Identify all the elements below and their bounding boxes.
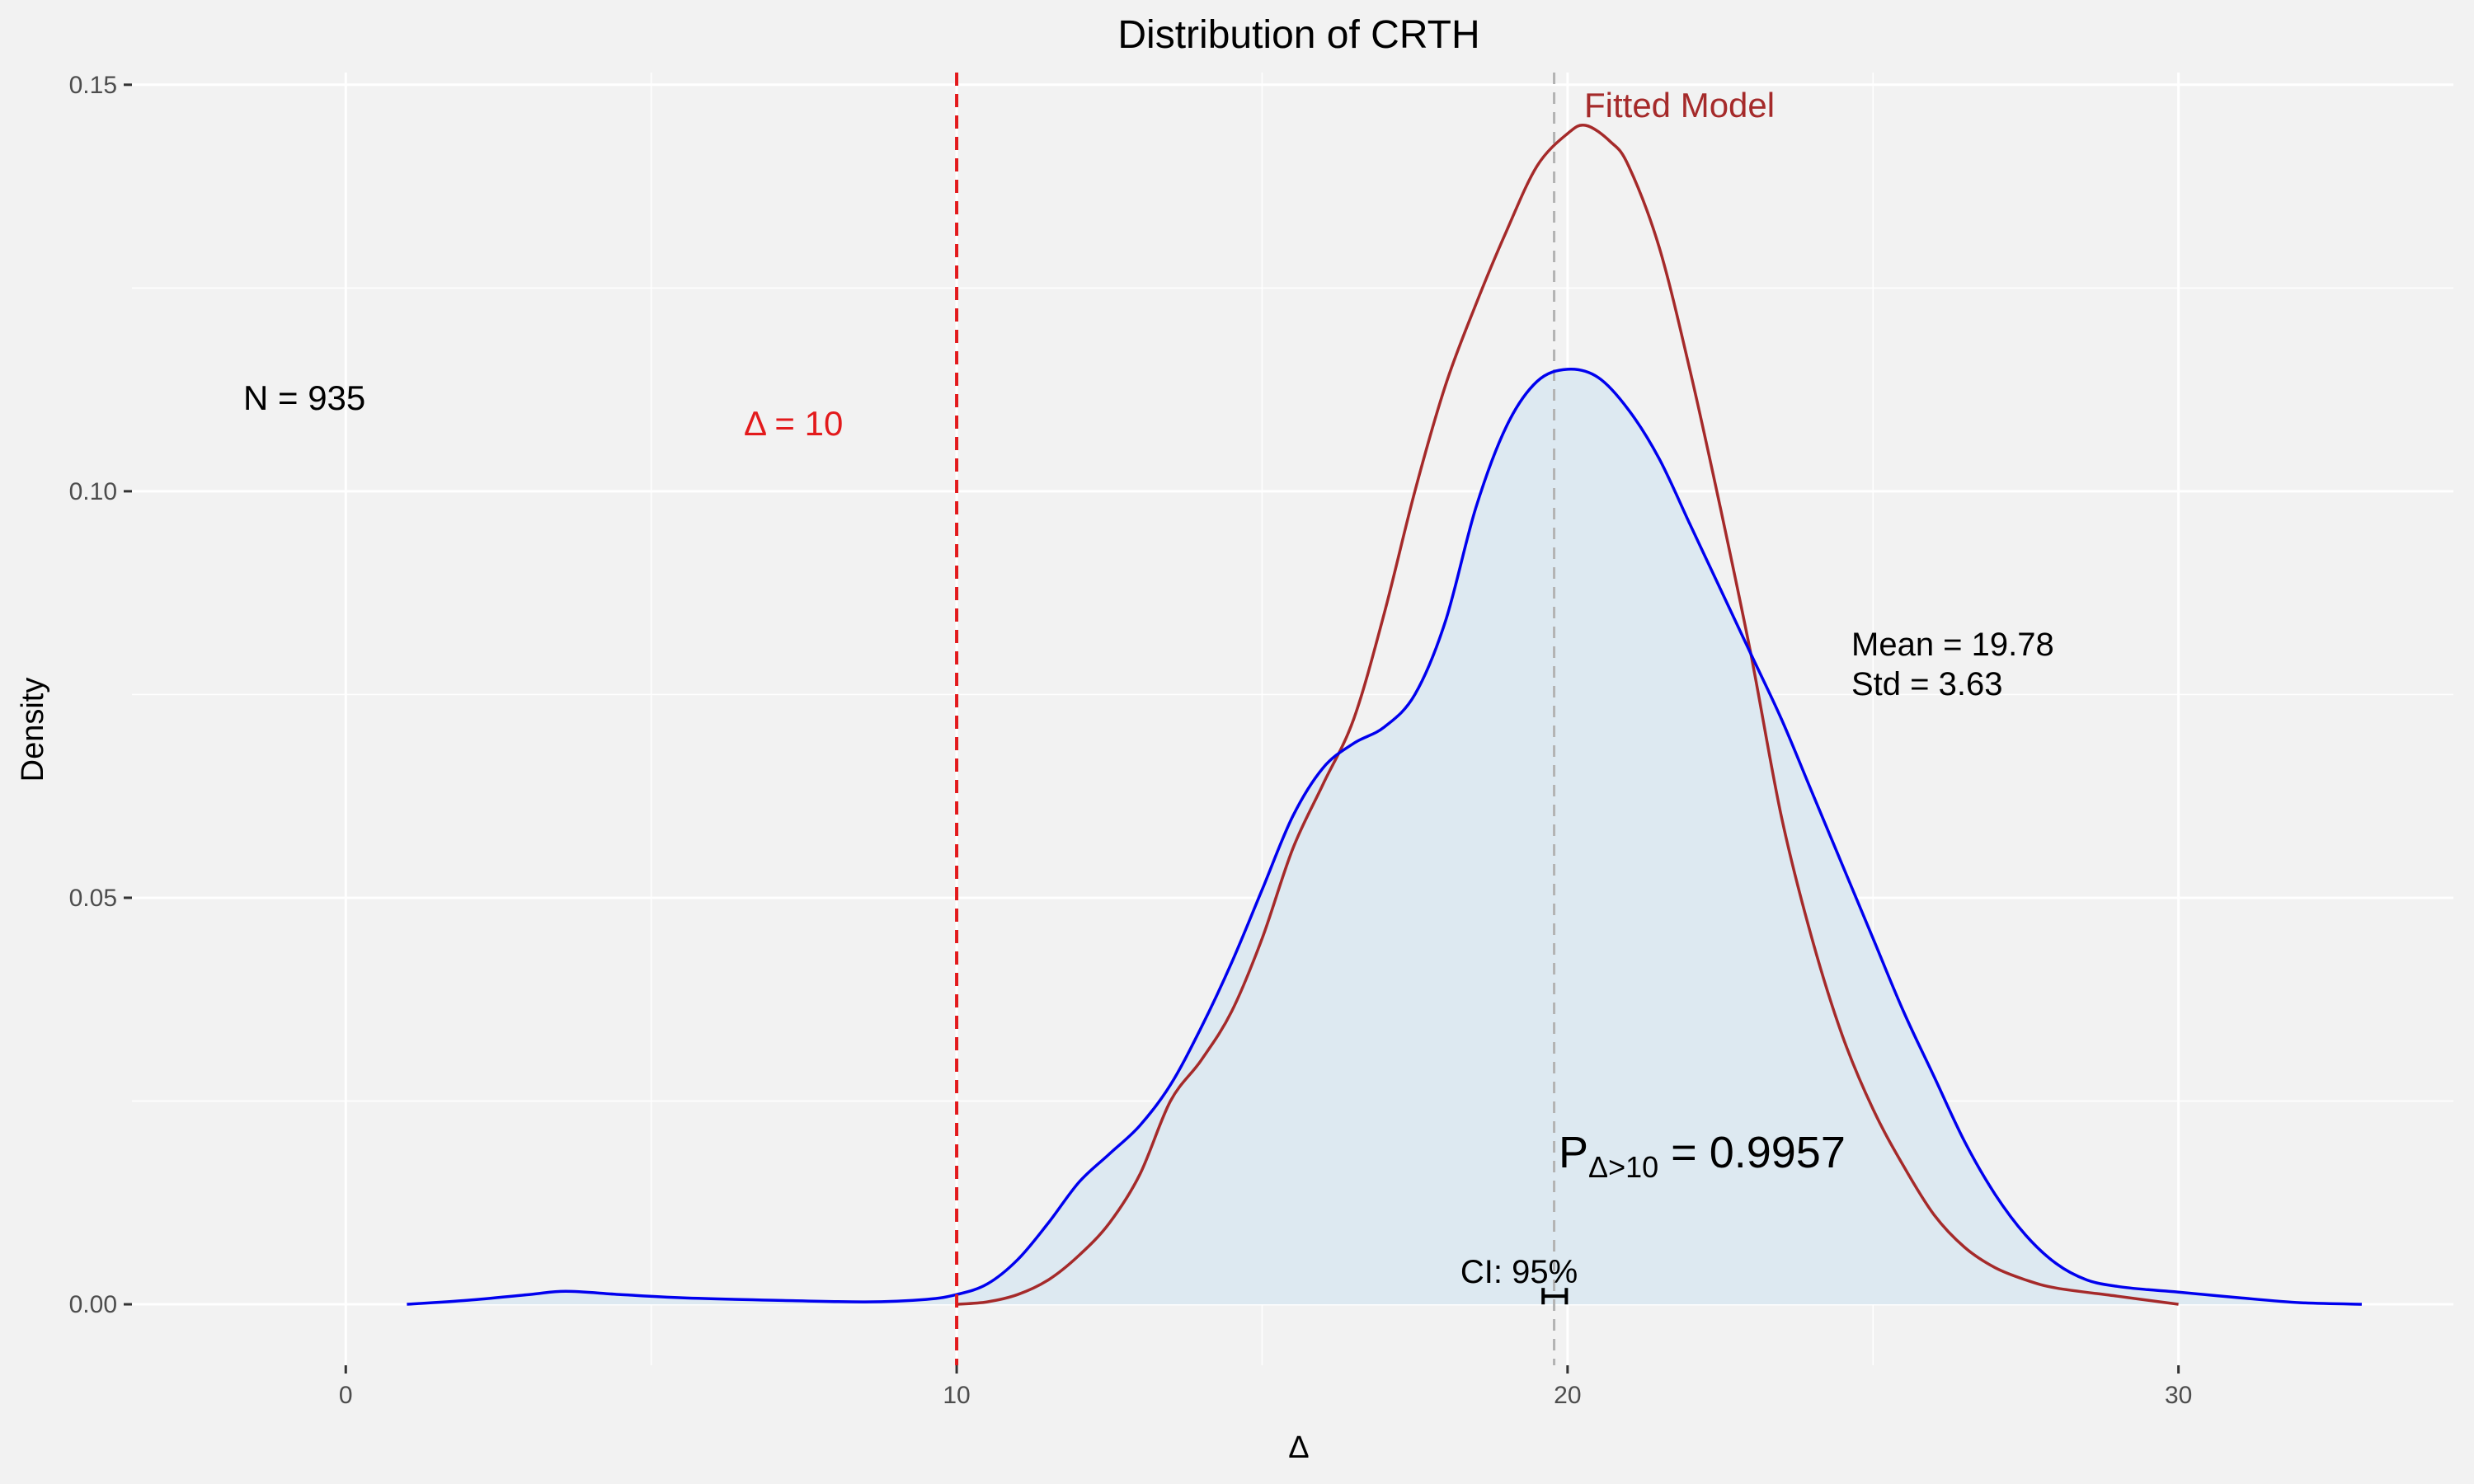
mean-annotation: Mean = 19.78	[1851, 627, 2054, 663]
probability-annotation: PΔ>10 = 0.9957	[1559, 1128, 1846, 1184]
y-axis-label: Density	[16, 678, 50, 782]
chart-title: Distribution of CRTH	[1117, 13, 1479, 57]
probability-subscript: Δ>10	[1588, 1150, 1658, 1184]
y-tick-label: 0.10	[69, 478, 117, 505]
y-tick-label: 0.00	[69, 1291, 117, 1318]
threshold-label: Δ = 10	[744, 404, 843, 443]
y-tick-label: 0.15	[69, 72, 117, 99]
x-tick-label: 0	[339, 1382, 353, 1409]
y-tick-label: 0.05	[69, 885, 117, 912]
density-area	[407, 369, 2362, 1305]
chart-marks	[407, 73, 2362, 1365]
x-tick-label: 20	[1554, 1382, 1581, 1409]
probability-value: = 0.9957	[1658, 1128, 1846, 1177]
axes: 0 10 20 30 0.00 0.05 0.10 0.15	[69, 72, 2193, 1409]
n-annotation: N = 935	[243, 378, 365, 417]
ci-label: CI: 95%	[1460, 1254, 1578, 1290]
probability-symbol: P	[1559, 1128, 1588, 1177]
x-axis-label: Δ	[1288, 1430, 1309, 1465]
x-tick-label: 10	[943, 1382, 970, 1409]
std-annotation: Std = 3.63	[1851, 666, 2002, 702]
x-tick-label: 30	[2165, 1382, 2192, 1409]
density-curve	[407, 368, 2362, 1306]
fitted-model-label: Fitted Model	[1584, 86, 1775, 124]
fitted-model-curve	[956, 123, 2179, 1306]
